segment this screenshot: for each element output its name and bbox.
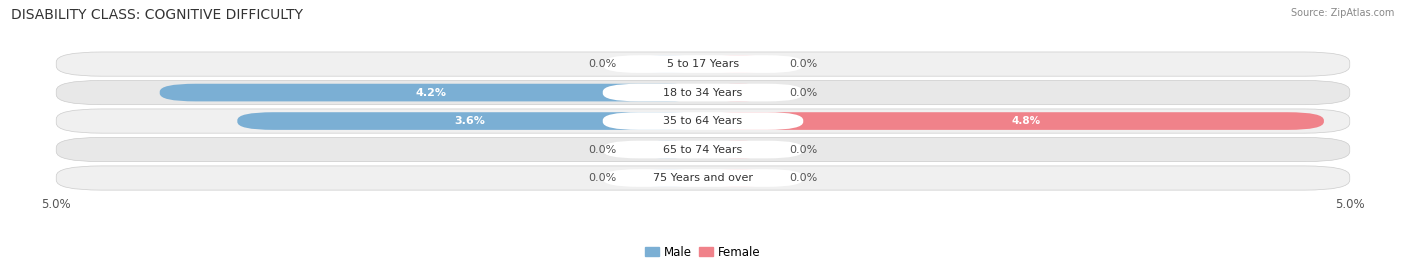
FancyBboxPatch shape xyxy=(703,55,775,73)
FancyBboxPatch shape xyxy=(631,55,703,73)
Text: 0.0%: 0.0% xyxy=(790,173,818,183)
Legend: Male, Female: Male, Female xyxy=(641,241,765,263)
Text: 0.0%: 0.0% xyxy=(790,88,818,98)
FancyBboxPatch shape xyxy=(56,137,1350,162)
Text: 0.0%: 0.0% xyxy=(588,59,616,69)
Text: 4.8%: 4.8% xyxy=(1012,116,1040,126)
FancyBboxPatch shape xyxy=(703,84,775,101)
Text: DISABILITY CLASS: COGNITIVE DIFFICULTY: DISABILITY CLASS: COGNITIVE DIFFICULTY xyxy=(11,8,304,22)
FancyBboxPatch shape xyxy=(56,80,1350,105)
FancyBboxPatch shape xyxy=(56,52,1350,76)
Text: 3.6%: 3.6% xyxy=(454,116,485,126)
FancyBboxPatch shape xyxy=(238,112,703,130)
Text: 4.2%: 4.2% xyxy=(416,88,447,98)
Text: 65 to 74 Years: 65 to 74 Years xyxy=(664,144,742,154)
Text: 35 to 64 Years: 35 to 64 Years xyxy=(664,116,742,126)
Text: 0.0%: 0.0% xyxy=(588,173,616,183)
FancyBboxPatch shape xyxy=(631,169,703,187)
Text: 0.0%: 0.0% xyxy=(790,59,818,69)
Text: 75 Years and over: 75 Years and over xyxy=(652,173,754,183)
Text: Source: ZipAtlas.com: Source: ZipAtlas.com xyxy=(1291,8,1395,18)
FancyBboxPatch shape xyxy=(631,141,703,158)
FancyBboxPatch shape xyxy=(603,84,803,101)
FancyBboxPatch shape xyxy=(56,109,1350,133)
FancyBboxPatch shape xyxy=(603,141,803,158)
Text: 18 to 34 Years: 18 to 34 Years xyxy=(664,88,742,98)
FancyBboxPatch shape xyxy=(703,169,775,187)
FancyBboxPatch shape xyxy=(703,141,775,158)
Text: 0.0%: 0.0% xyxy=(790,144,818,154)
FancyBboxPatch shape xyxy=(160,84,703,101)
FancyBboxPatch shape xyxy=(603,112,803,130)
FancyBboxPatch shape xyxy=(56,166,1350,190)
FancyBboxPatch shape xyxy=(603,55,803,73)
FancyBboxPatch shape xyxy=(603,169,803,187)
Text: 0.0%: 0.0% xyxy=(588,144,616,154)
Text: 5 to 17 Years: 5 to 17 Years xyxy=(666,59,740,69)
FancyBboxPatch shape xyxy=(703,112,1324,130)
